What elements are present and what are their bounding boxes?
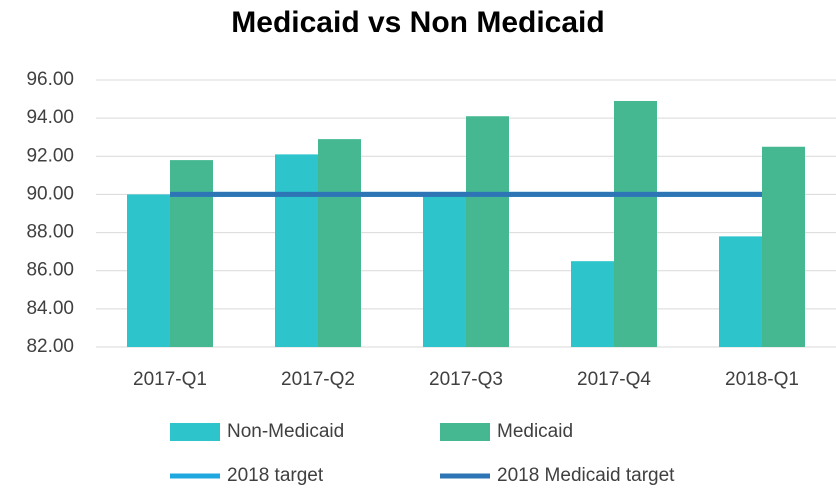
bar	[423, 196, 466, 347]
legend-label: 2018 Medicaid target	[497, 465, 675, 486]
x-tick-label: 2017-Q4	[577, 369, 651, 390]
legend-swatch	[440, 423, 490, 441]
y-tick-label: 88.00	[26, 222, 74, 243]
bar	[762, 146, 805, 347]
y-tick-label: 92.00	[26, 145, 74, 166]
y-tick-label: 90.00	[26, 183, 74, 204]
x-tick-label: 2017-Q2	[281, 369, 355, 390]
bar	[170, 160, 213, 347]
bar	[318, 139, 361, 347]
x-tick-label: 2017-Q1	[133, 369, 207, 390]
legend-label: Non-Medicaid	[227, 421, 344, 442]
x-tick-label: 2018-Q1	[725, 369, 799, 390]
bar	[275, 154, 318, 347]
y-tick-label: 84.00	[26, 298, 74, 319]
legend-swatch	[170, 423, 220, 441]
bar	[127, 194, 170, 347]
x-tick-label: 2017-Q3	[429, 369, 503, 390]
y-tick-label: 86.00	[26, 260, 74, 281]
bar	[466, 116, 509, 347]
legend-label: 2018 target	[227, 465, 324, 486]
y-tick-label: 96.00	[26, 69, 74, 90]
bar	[571, 261, 614, 347]
y-tick-label: 94.00	[26, 107, 74, 128]
chart-title: Medicaid vs Non Medicaid	[231, 6, 604, 39]
legend-label: Medicaid	[497, 421, 573, 442]
bar	[719, 236, 762, 347]
y-tick-label: 82.00	[26, 336, 74, 357]
bar	[614, 100, 657, 347]
